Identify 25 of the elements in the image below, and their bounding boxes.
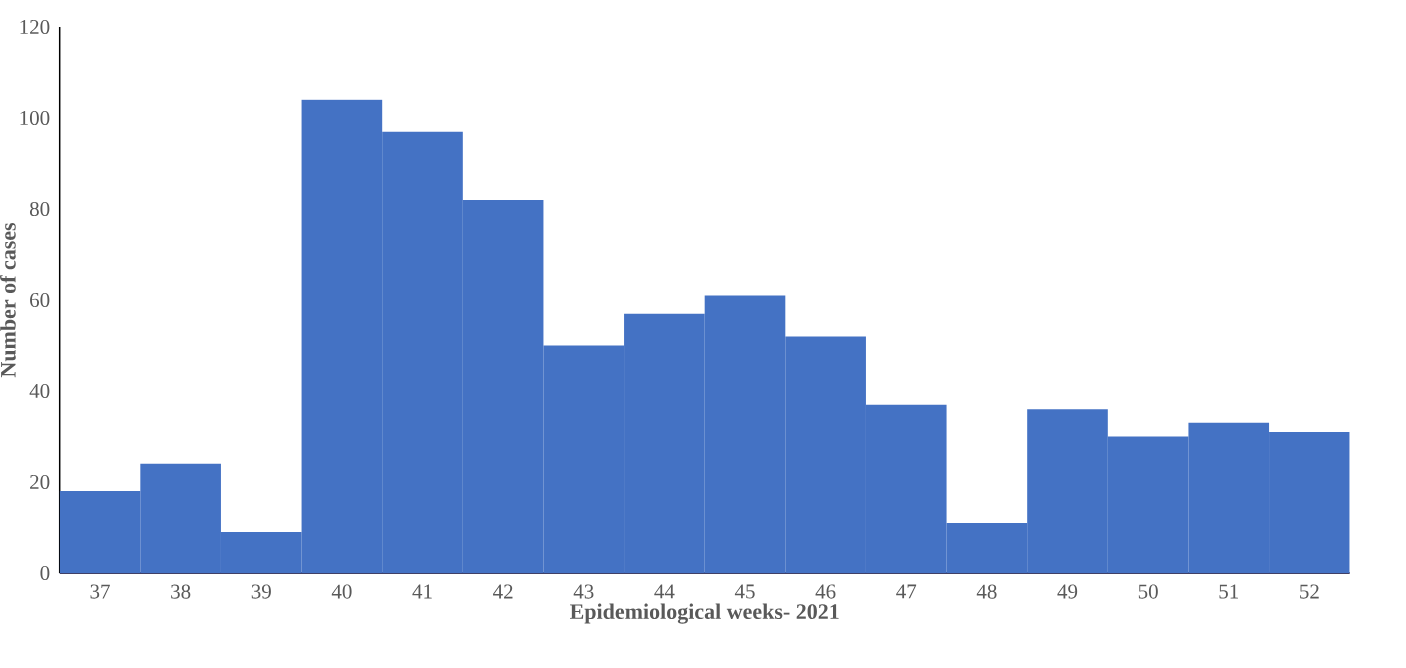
x-tick-label: 43 — [573, 584, 594, 599]
y-tick-label: 0 — [40, 565, 50, 581]
x-axis-title: Epidemiological weeks- 2021 — [570, 603, 839, 624]
y-tick-label: 80 — [29, 201, 50, 217]
y-tick-label: 120 — [20, 19, 50, 35]
y-tick-label: 100 — [20, 110, 50, 126]
x-tick-label: 50 — [1138, 584, 1158, 599]
x-tick-label: 46 — [815, 584, 836, 599]
x-tick-label: 49 — [1057, 584, 1078, 599]
x-tick-label: 44 — [654, 584, 675, 599]
x-tick-label: 47 — [896, 584, 917, 599]
x-tick-label: 37 — [90, 584, 110, 599]
y-tick-label: 60 — [30, 292, 50, 308]
x-tick-label: 45 — [734, 584, 755, 599]
y-axis-title: Number of cases — [0, 222, 16, 378]
x-tick-label: 51 — [1219, 584, 1238, 599]
y-tick-label: 40 — [29, 383, 50, 399]
x-tick-label: 38 — [171, 584, 191, 599]
x-tick-label: 41 — [412, 584, 432, 599]
y-tick-label: 20 — [30, 474, 50, 490]
x-tick-label: 40 — [331, 584, 352, 599]
x-tick-label: 52 — [1300, 584, 1319, 599]
x-tick-label: 42 — [493, 584, 513, 599]
x-tick-label: 48 — [976, 584, 997, 599]
x-tick-label: 39 — [251, 584, 271, 599]
